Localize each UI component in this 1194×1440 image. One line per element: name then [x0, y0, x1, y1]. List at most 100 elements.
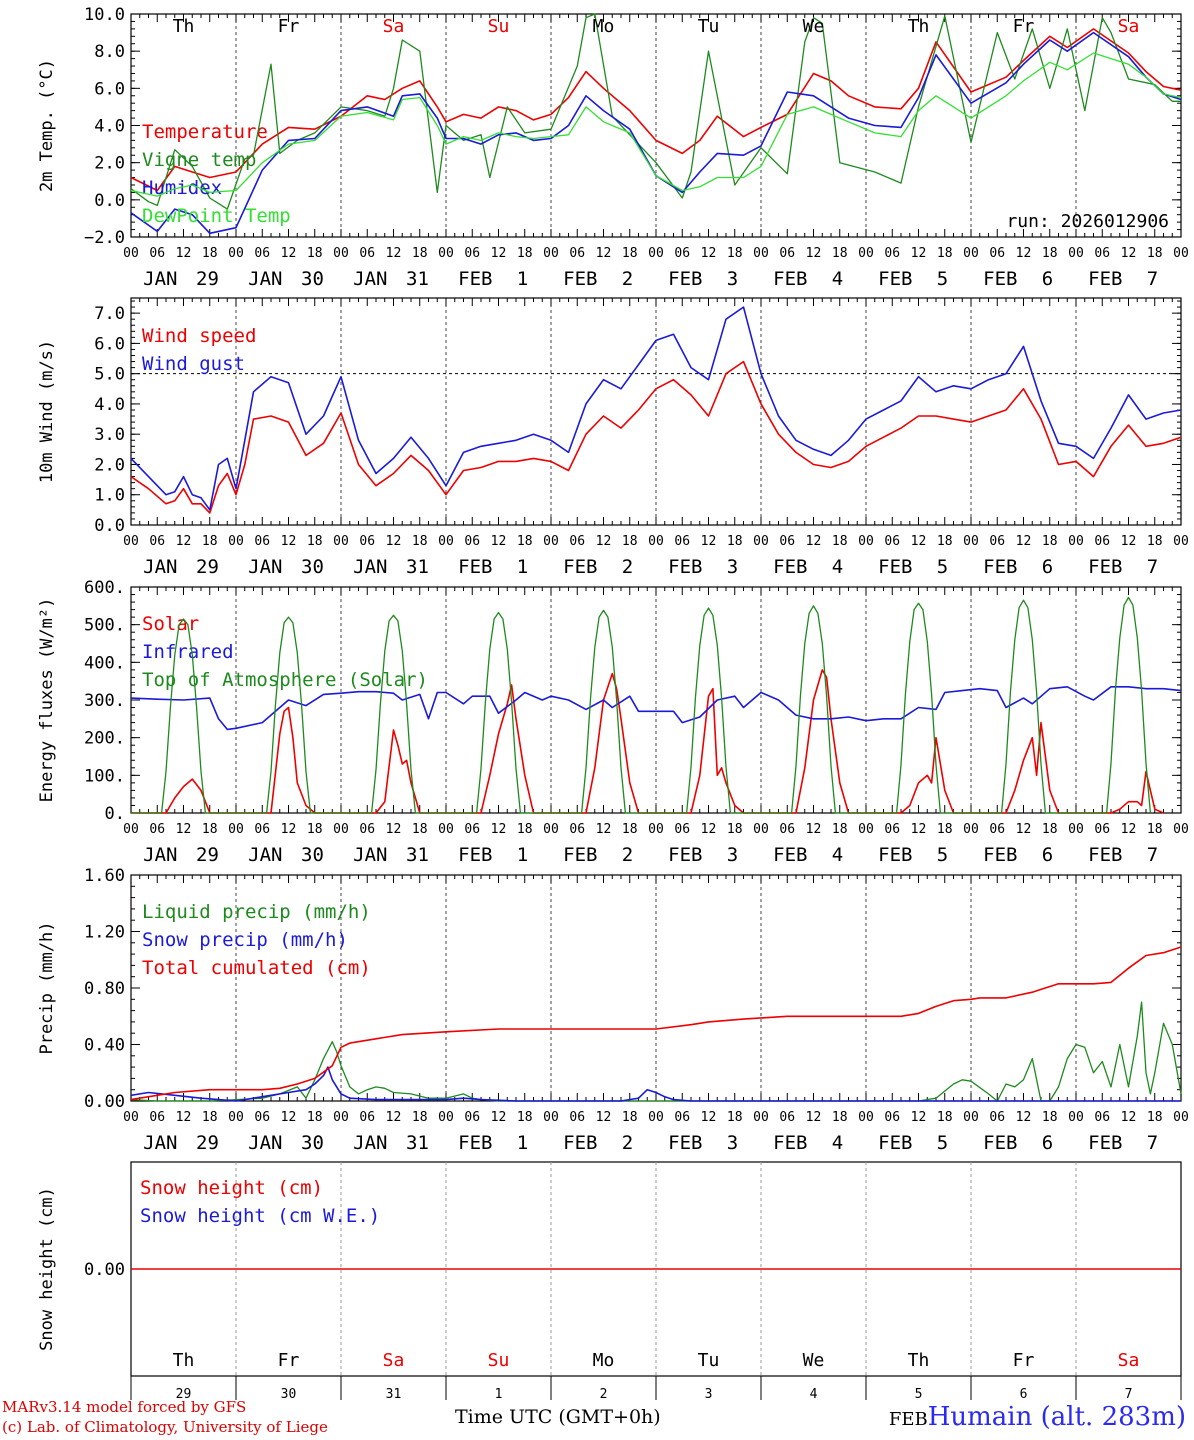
flux-date-day: 30 [301, 844, 324, 866]
flux-hour-label: 06 [569, 822, 585, 837]
precip-date-month: FEB [1088, 1132, 1122, 1154]
precip-hour-label: 12 [806, 1110, 822, 1125]
precip-hour-label: 00 [648, 1110, 664, 1125]
temp-series-temperature [130, 28, 1182, 192]
flux-hour-label: 06 [779, 822, 795, 837]
flux-date-day: 4 [832, 844, 843, 866]
flux-hour-label: 00 [543, 822, 559, 837]
weekday-label-bottom: Mo [593, 1350, 615, 1371]
flux-series-infrared [130, 685, 1182, 731]
flux-hour-label: 06 [884, 822, 900, 837]
snow-y-tick-label: 0.00 [84, 1260, 125, 1280]
flux-hour-label: 00 [1068, 822, 1084, 837]
temp-y-tick-label: 4.0 [94, 117, 125, 137]
wind-hour-label: 12 [1121, 534, 1137, 549]
temp-hour-label: 12 [911, 246, 927, 261]
wind-legend-entry: Wind speed [142, 325, 256, 347]
precip-hour-label: 18 [832, 1110, 848, 1125]
temp-y-tick-label: 6.0 [94, 79, 125, 99]
day-number-label: 4 [810, 1387, 818, 1400]
precip-y-tick-label: 1.20 [84, 923, 125, 943]
flux-hour-label: 18 [1147, 822, 1163, 837]
wind-hour-label: 06 [254, 534, 270, 549]
temp-hour-label: 00 [1173, 246, 1189, 261]
weekday-label-top: Th [173, 16, 195, 37]
flux-hour-label: 18 [1042, 822, 1058, 837]
day-number-label: 30 [281, 1387, 297, 1400]
flux-hour-label: 00 [123, 822, 139, 837]
wind-date-day: 5 [937, 556, 948, 578]
flux-hour-label: 12 [1121, 822, 1137, 837]
wind-date-day: 7 [1147, 556, 1158, 578]
wind-y-tick-label: 5.0 [94, 365, 125, 385]
precip-date-month: FEB [983, 1132, 1017, 1154]
temp-hour-label: 12 [386, 246, 402, 261]
precip-hour-label: 12 [911, 1110, 927, 1125]
flux-date-month: JAN [143, 844, 177, 866]
temp-hour-label: 12 [1121, 246, 1137, 261]
temp-hour-label: 12 [491, 246, 507, 261]
temp-panel: −2.0 0.0 2.0 4.0 6.0 8.0 10.0 2m Temp. (°C) Temp… [37, 5, 1189, 290]
weekday-label-bottom: Th [908, 1350, 930, 1371]
temp-hour-label: 00 [858, 246, 874, 261]
precip-date-day: 29 [196, 1132, 219, 1154]
temp-hour-label: 18 [1042, 246, 1058, 261]
flux-hour-label: 12 [281, 822, 297, 837]
precip-hour-label: 12 [386, 1110, 402, 1125]
flux-hour-label: 12 [491, 822, 507, 837]
flux-date-day: 3 [727, 844, 738, 866]
precip-hour-label: 00 [1173, 1110, 1189, 1125]
precip-series-snow-precip-mm-h [130, 1066, 1181, 1102]
flux-y-tick-label: 500. [84, 616, 125, 636]
precip-hour-label: 12 [1121, 1110, 1137, 1125]
temp-hour-label: 00 [543, 246, 559, 261]
temp-hour-label: 06 [674, 246, 690, 261]
wind-hour-label: 00 [543, 534, 559, 549]
precip-y-tick-label: 0.00 [84, 1092, 125, 1112]
temp-hour-label: 06 [149, 246, 165, 261]
precip-hour-label: 00 [1068, 1110, 1084, 1125]
wind-date-day: 3 [727, 556, 738, 578]
temp-hour-label: 06 [359, 246, 375, 261]
temp-hour-label: 18 [832, 246, 848, 261]
wind-y-axis-title: 10m Wind (m/s) [37, 340, 57, 483]
precip-date-day: 7 [1147, 1132, 1158, 1154]
temp-y-tick-label: 2.0 [94, 154, 125, 174]
temp-hour-label: 00 [1068, 246, 1084, 261]
precip-date-month: FEB [458, 1132, 492, 1154]
wind-hour-label: 06 [464, 534, 480, 549]
precip-hour-label: 12 [491, 1110, 507, 1125]
wind-hour-label: 00 [753, 534, 769, 549]
wind-hour-label: 12 [386, 534, 402, 549]
precip-hour-label: 06 [569, 1110, 585, 1125]
flux-hour-label: 18 [937, 822, 953, 837]
flux-date-month: FEB [1088, 844, 1122, 866]
flux-hour-label: 18 [517, 822, 533, 837]
temp-date-month: FEB [983, 268, 1017, 290]
precip-hour-label: 12 [281, 1110, 297, 1125]
flux-hour-label: 12 [911, 822, 927, 837]
wind-y-tick-label: 3.0 [94, 425, 125, 445]
precip-y-tick-label: 0.40 [84, 1036, 125, 1056]
temp-date-month: JAN [353, 268, 387, 290]
flux-hour-label: 06 [1094, 822, 1110, 837]
temp-hour-label: 06 [884, 246, 900, 261]
wind-hour-label: 06 [1094, 534, 1110, 549]
precip-hour-label: 12 [701, 1110, 717, 1125]
temp-hour-label: 00 [963, 246, 979, 261]
wind-hour-label: 18 [1042, 534, 1058, 549]
temp-date-month: JAN [248, 268, 282, 290]
wind-hour-label: 12 [176, 534, 192, 549]
temp-date-month: JAN [143, 268, 177, 290]
day-number-label: 31 [386, 1387, 402, 1400]
flux-hour-label: 06 [464, 822, 480, 837]
snow-y-axis-title: Snow height (cm) [37, 1187, 57, 1351]
temp-hour-label: 00 [333, 246, 349, 261]
temp-hour-label: 18 [1147, 246, 1163, 261]
wind-hour-label: 18 [937, 534, 953, 549]
run-label: run: 2026012906 [1006, 211, 1169, 232]
precip-date-day: 6 [1042, 1132, 1053, 1154]
wind-date-day: 31 [406, 556, 429, 578]
day-number-label: 6 [1020, 1387, 1028, 1400]
temp-hour-label: 06 [779, 246, 795, 261]
